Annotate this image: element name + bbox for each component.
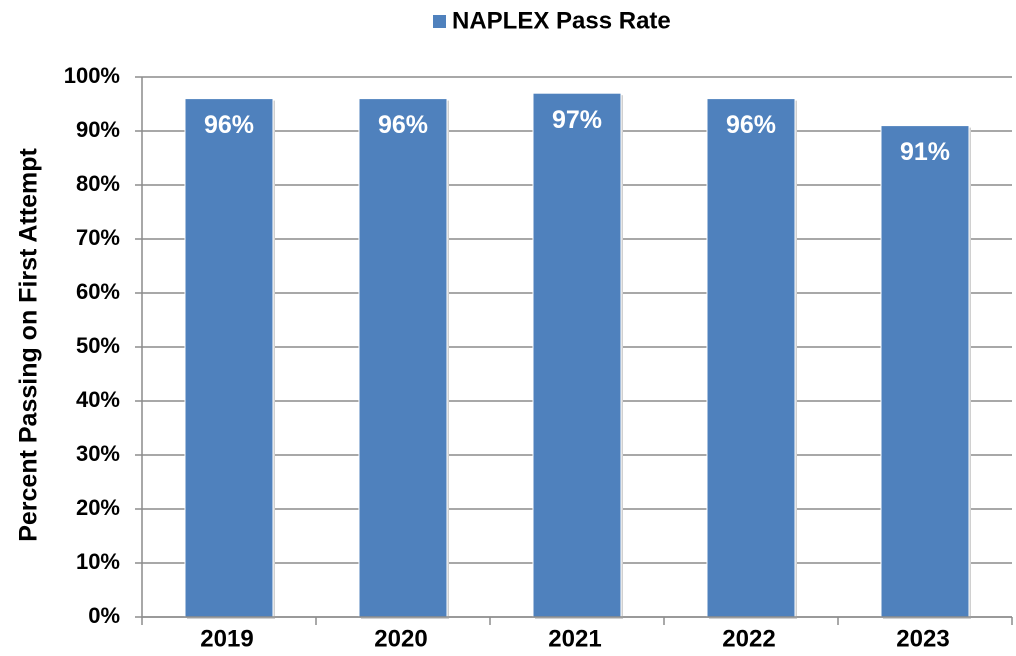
value-label: 97%: [552, 106, 602, 134]
bar: [532, 92, 622, 618]
y-tick-label: 30%: [76, 441, 120, 466]
legend-swatch: [433, 15, 446, 28]
y-tick-label: 40%: [76, 387, 120, 412]
y-tick-label: 70%: [76, 225, 120, 250]
bar: [706, 98, 796, 618]
y-tick-label: 100%: [64, 63, 120, 88]
legend-label: NAPLEX Pass Rate: [452, 7, 671, 34]
bar: [358, 98, 448, 618]
bar: [184, 98, 274, 618]
value-label: 96%: [726, 111, 776, 139]
y-tick-label: 80%: [76, 171, 120, 196]
bar: [880, 125, 970, 618]
value-label: 91%: [900, 138, 950, 166]
x-tick-label: 2019: [200, 625, 253, 652]
y-tick-label: 20%: [76, 495, 120, 520]
x-tick-label: 2023: [896, 625, 949, 652]
x-tick-label: 2020: [374, 625, 427, 652]
value-label: 96%: [204, 111, 254, 139]
y-tick-label: 60%: [76, 279, 120, 304]
y-tick-label: 50%: [76, 333, 120, 358]
y-tick-label: 10%: [76, 549, 120, 574]
value-label: 96%: [378, 111, 428, 139]
x-tick-label: 2022: [722, 625, 775, 652]
y-axis-label: Percent Passing on First Attempt: [15, 148, 43, 542]
y-tick-label: 90%: [76, 117, 120, 142]
y-tick-label: 0%: [88, 603, 120, 628]
x-tick-label: 2021: [548, 625, 601, 652]
